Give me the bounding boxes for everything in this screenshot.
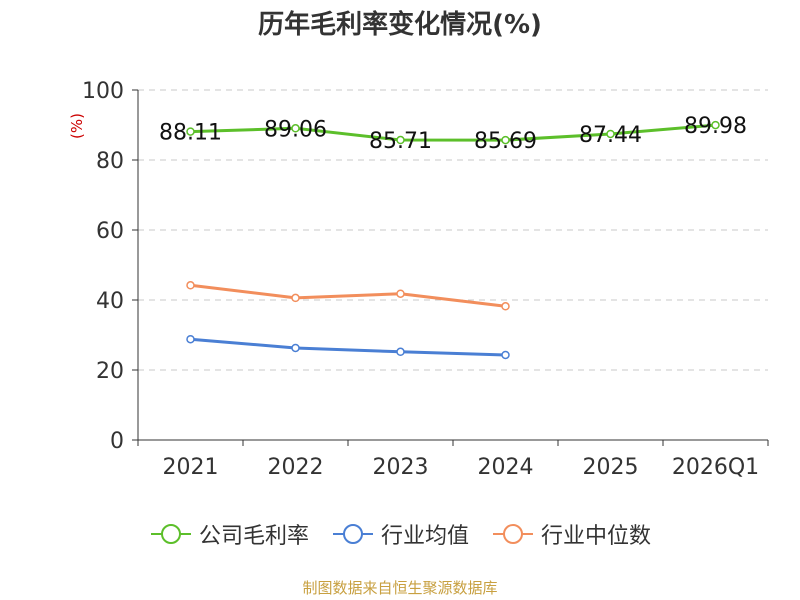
data-label: 85.69 [474, 129, 537, 154]
data-label: 87.44 [579, 123, 642, 148]
data-point [186, 281, 195, 290]
y-tick-label: 80 [96, 149, 124, 174]
series-line-2 [190, 283, 506, 308]
grid-lines [138, 89, 768, 371]
legend-item-industry-median[interactable]: 行业中位数 [491, 518, 651, 550]
y-tick-label: 20 [96, 359, 124, 384]
legend-item-company[interactable]: 公司毛利率 [149, 518, 309, 550]
y-tick-label: 60 [96, 219, 124, 244]
data-label: 89.98 [684, 114, 747, 139]
data-point [291, 293, 300, 303]
legend-label-industry-avg: 行业均值 [380, 524, 469, 549]
data-point [501, 350, 510, 360]
y-tick-label: 100 [82, 79, 124, 104]
data-point [396, 289, 405, 298]
y-axis-label: (%) [68, 113, 86, 139]
legend-label-industry-median: 行业中位数 [541, 524, 652, 549]
x-tick-label: 2023 [373, 455, 429, 480]
line-chart: 0 20 40 60 80 100 (%) 2021 2022 2023 2024 2025 2026Q… [68, 79, 769, 480]
data-point [186, 127, 195, 136]
data-point [501, 135, 510, 145]
data-point [501, 302, 510, 311]
data-point [186, 334, 195, 344]
data-labels: 88.11 89.06 85.71 85.69 87.44 89.98 [159, 114, 747, 154]
x-tick-label: 2022 [268, 455, 324, 480]
axes: 0 20 40 60 80 100 (%) 2021 2022 2023 2024 2025 2026Q… [68, 79, 769, 480]
series-line-0 [190, 123, 716, 142]
x-tick-label: 2021 [163, 455, 219, 480]
x-tick-label: 2026Q1 [672, 455, 759, 480]
data-label: 88.11 [159, 121, 222, 146]
y-tick-label: 40 [96, 289, 124, 314]
series-line-1 [190, 337, 506, 357]
x-tick-label: 2024 [478, 455, 534, 480]
data-point [711, 120, 720, 130]
data-point [291, 124, 300, 133]
series-lines [186, 120, 720, 360]
legend-marker-industry-avg [332, 524, 373, 544]
legend-marker-company [150, 524, 191, 544]
legend-item-industry-avg[interactable]: 行业均值 [331, 518, 469, 550]
legend-label-company: 公司毛利率 [198, 524, 309, 549]
legend-marker-industry-median [493, 524, 533, 544]
data-point [606, 129, 615, 139]
chart-title: 历年毛利率变化情况(%) [258, 10, 542, 40]
x-tick-label: 2025 [583, 455, 639, 480]
data-point [396, 347, 405, 357]
source-note: 制图数据来自恒生聚源数据库 [302, 579, 498, 597]
legend: 公司毛利率 行业均值 行业中位数 [0, 518, 800, 550]
data-point [396, 135, 405, 145]
data-label: 89.06 [264, 117, 327, 142]
data-label: 85.71 [369, 129, 432, 154]
y-tick-label: 0 [110, 429, 124, 454]
data-point [291, 343, 300, 353]
